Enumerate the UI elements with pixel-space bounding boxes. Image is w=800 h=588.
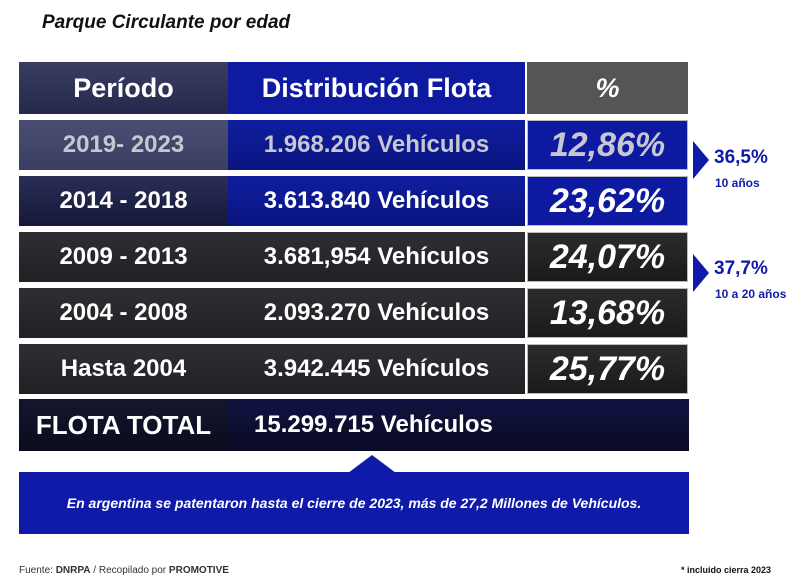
total-label: FLOTA TOTAL (19, 399, 228, 451)
annotation-1-label: 10 años (715, 176, 760, 190)
page-title: Parque Circulante por edad (42, 12, 291, 33)
source-dnrpa: DNRPA (55, 565, 91, 576)
row-5-period: Hasta 2004 (19, 344, 228, 394)
row-1-percent: 12,86% (527, 120, 688, 170)
annotation-1-value: 36,5% (714, 147, 768, 168)
footnote: * incluido cierra 2023 (681, 565, 772, 575)
note-pointer (348, 455, 396, 473)
source-promotive: PROMOTIVE (168, 565, 229, 576)
row-4-vehicles: 2.093.270 Vehículos (228, 288, 525, 338)
row-1-vehicles: 1.968.206 Vehículos (228, 120, 525, 170)
header-period: Período (19, 62, 228, 114)
arrow-right-icon (693, 141, 709, 179)
row-5-vehicles: 3.942.445 Vehículos (228, 344, 525, 394)
row-4-percent: 13,68% (527, 288, 688, 338)
note-box: En argentina se patentaron hasta el cier… (19, 472, 689, 534)
row-4-period: 2004 - 2008 (19, 288, 228, 338)
header-percent: % (527, 62, 688, 114)
source-prefix: Fuente: (19, 565, 56, 576)
arrow-right-icon (693, 254, 709, 292)
row-2-percent: 23,62% (527, 176, 688, 226)
row-2-vehicles: 3.613.840 Vehículos (228, 176, 525, 226)
annotation-2-label: 10 a 20 años (715, 287, 787, 301)
source-middle: / Recopilado por (90, 565, 169, 576)
row-1-period: 2019- 2023 (19, 120, 228, 170)
source-credit: Fuente: DNRPA / Recopilado por PROMOTIVE (19, 565, 229, 576)
annotation-2-value: 37,7% (714, 258, 768, 279)
row-2-period: 2014 - 2018 (19, 176, 228, 226)
row-3-percent: 24,07% (527, 232, 688, 282)
header-distribution: Distribución Flota (228, 62, 525, 114)
total-vehicles: 15.299.715 Vehículos (228, 399, 689, 451)
row-3-vehicles: 3.681,954 Vehículos (228, 232, 525, 282)
row-3-period: 2009 - 2013 (19, 232, 228, 282)
row-5-percent: 25,77% (527, 344, 688, 394)
note-text: En argentina se patentaron hasta el cier… (66, 495, 642, 511)
